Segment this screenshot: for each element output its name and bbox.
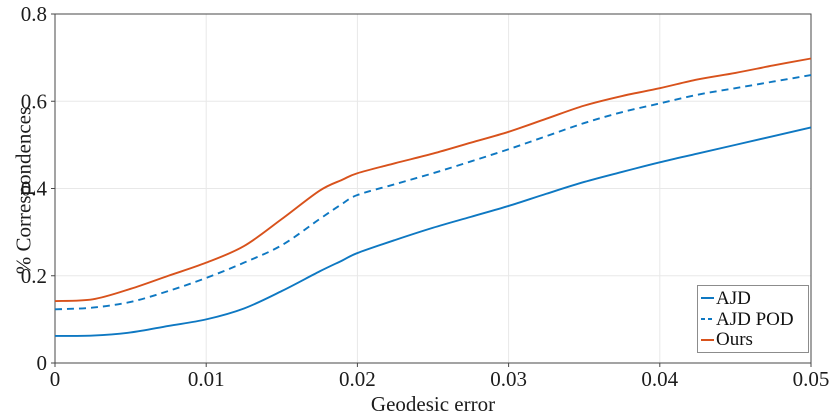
legend-label-ajd-pod: AJD POD <box>716 308 794 330</box>
series-line-ajd-pod <box>54 74 812 311</box>
legend-item-ajd-pod: AJD POD <box>701 309 808 330</box>
ajd-line-swatch-icon <box>701 297 714 300</box>
x-tick-label: 0.02 <box>339 367 376 391</box>
x-tick-label: 0.05 <box>793 367 830 391</box>
y-axis-title: % Correspondences <box>11 106 36 275</box>
legend: AJD AJD POD Ours <box>697 285 809 353</box>
legend-label-ours: Ours <box>716 329 753 351</box>
legend-label-ajd: AJD <box>716 287 751 309</box>
legend-item-ours: Ours <box>701 329 808 350</box>
series-line-ours <box>54 57 812 303</box>
x-axis-title: Geodesic error <box>370 392 496 415</box>
ours-line-swatch-icon <box>701 338 714 341</box>
x-tick-label: 0.04 <box>641 367 678 391</box>
y-tick-label: 0.2 <box>21 264 47 288</box>
y-tick-label: 0.8 <box>21 2 47 26</box>
x-tick-label: 0.01 <box>188 367 225 391</box>
series-line-ajd <box>54 126 812 337</box>
x-tick-label: 0.03 <box>490 367 527 391</box>
y-tick-label: 0.6 <box>21 89 47 113</box>
y-tick-label: 0 <box>37 351 48 375</box>
y-tick-label: 0.4 <box>21 177 48 201</box>
ajd-pod-dashed-line-swatch-icon <box>701 318 714 320</box>
legend-item-ajd: AJD <box>701 288 808 309</box>
x-tick-label: 0 <box>50 367 61 391</box>
